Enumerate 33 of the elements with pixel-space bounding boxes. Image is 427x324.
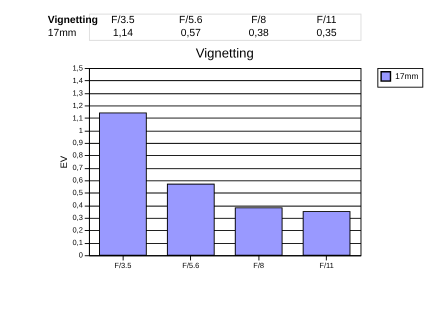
y-tick-label: 0,4: [72, 200, 83, 210]
x-tick-label: F/5.6: [182, 260, 200, 270]
x-tick-label: F/3.5: [114, 260, 132, 270]
category-label: F/8: [251, 15, 266, 26]
y-axis-title: EV: [58, 155, 69, 168]
y-tick-label: 1,2: [72, 100, 83, 110]
y-tick-label: 1,5: [72, 63, 83, 72]
legend-label: 17mm: [395, 71, 419, 82]
category-label: F/11: [316, 15, 336, 26]
y-tick-label: 0,9: [72, 138, 83, 148]
y-tick-label: 0,8: [72, 150, 83, 160]
chart-title: Vignetting: [196, 46, 254, 61]
x-tick-label: F/11: [319, 260, 334, 270]
y-tick-label: 1,1: [72, 113, 83, 122]
data-label: 0,35: [316, 28, 337, 40]
y-tick-label: 1,3: [72, 88, 83, 98]
y-tick-label: 0,2: [72, 226, 83, 235]
text: 17mm: [48, 28, 76, 40]
data-label: 0,38: [248, 28, 269, 40]
y-tick-label: 0: [78, 250, 83, 260]
category-label: F/5.6: [179, 15, 203, 26]
y-tick-label: 1: [78, 126, 83, 135]
y-tick-label: 0,6: [72, 176, 83, 185]
data-label: 1,14: [112, 28, 134, 40]
y-tick-label: 0,3: [72, 213, 83, 222]
y-tick-label: 0,7: [72, 163, 83, 172]
y-tick-label: 0,5: [72, 188, 83, 198]
category-label: F/3.5: [111, 15, 135, 26]
data-label: 0,57: [180, 28, 202, 40]
text: Vignetting: [48, 15, 98, 26]
x-tick-label: F/8: [253, 260, 264, 270]
y-tick-label: 1,4: [72, 76, 83, 85]
y-tick-label: 0,1: [72, 238, 83, 248]
